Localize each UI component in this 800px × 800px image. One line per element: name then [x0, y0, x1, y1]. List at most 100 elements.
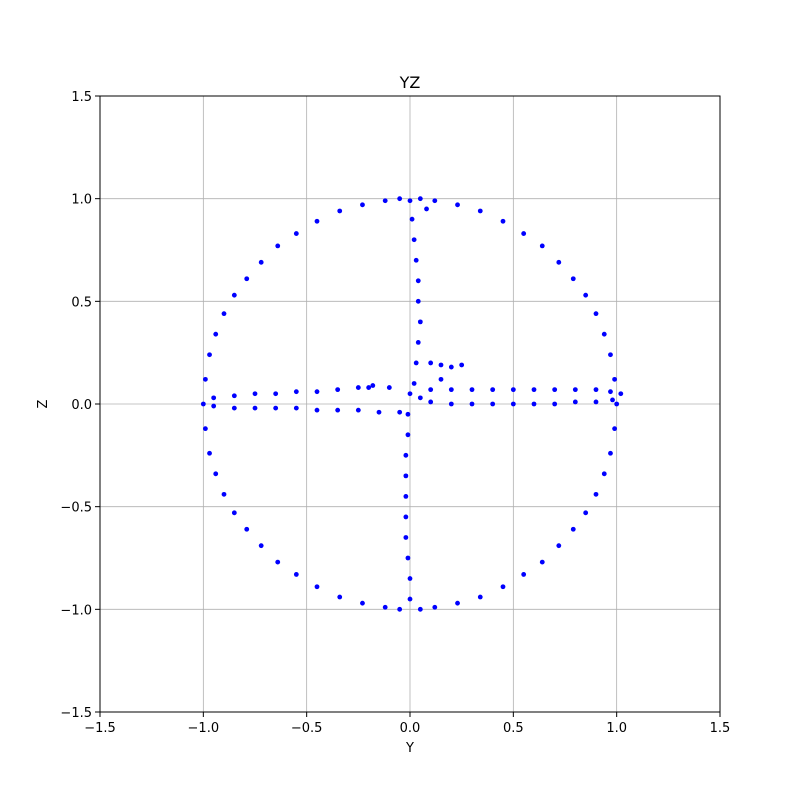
data-point — [608, 450, 613, 456]
data-point — [403, 535, 409, 540]
data-point — [438, 362, 444, 368]
data-point — [200, 401, 206, 407]
chart-title: YZ — [399, 73, 421, 92]
data-point — [244, 276, 250, 282]
x-tick-label: 1.5 — [710, 721, 731, 736]
data-point — [448, 401, 454, 407]
data-point — [244, 526, 250, 532]
data-point — [438, 376, 444, 382]
data-point — [407, 576, 413, 581]
data-point — [403, 473, 409, 479]
data-point — [231, 292, 237, 298]
data-point — [432, 198, 438, 204]
data-point — [258, 259, 264, 265]
data-point — [477, 208, 483, 214]
data-point — [293, 572, 299, 577]
data-point — [337, 208, 343, 214]
data-point — [376, 409, 382, 415]
data-point — [415, 340, 421, 345]
data-point — [500, 218, 506, 224]
data-point — [415, 298, 421, 304]
data-point — [510, 401, 516, 407]
data-point — [360, 600, 365, 606]
data-point — [417, 319, 423, 325]
data-point — [432, 604, 438, 610]
data-point — [355, 407, 361, 413]
data-point — [207, 352, 212, 358]
data-point — [610, 397, 615, 403]
data-point — [252, 405, 258, 411]
data-point — [572, 387, 578, 393]
data-point — [415, 278, 421, 284]
data-point — [213, 331, 219, 337]
y-tick-label: 1.0 — [71, 193, 92, 208]
data-point — [448, 364, 454, 370]
data-point — [273, 405, 279, 411]
data-point — [314, 584, 320, 590]
y-tick-label: 0.5 — [71, 295, 92, 310]
data-point — [386, 385, 392, 390]
data-point — [370, 383, 376, 388]
data-point — [531, 401, 537, 407]
data-point — [500, 584, 506, 590]
data-point — [570, 526, 576, 532]
data-point — [428, 387, 434, 393]
data-point — [612, 376, 617, 382]
data-point — [521, 231, 527, 236]
data-point — [583, 292, 589, 298]
data-point — [556, 543, 562, 549]
y-axis-label: Z — [36, 399, 51, 408]
y-tick-label: 1.5 — [71, 90, 92, 105]
data-point — [337, 594, 343, 600]
data-points — [200, 196, 624, 612]
data-point — [539, 243, 545, 249]
data-point — [424, 206, 429, 212]
x-tick-label: 0.5 — [503, 721, 524, 736]
data-point — [477, 594, 483, 600]
data-point — [428, 360, 434, 366]
data-point — [366, 385, 372, 390]
y-tick-label: −0.5 — [60, 501, 92, 516]
data-point — [448, 387, 454, 393]
data-point — [521, 572, 527, 577]
data-point — [231, 405, 237, 411]
data-point — [382, 604, 388, 610]
data-point — [213, 471, 219, 477]
data-point — [417, 395, 423, 401]
data-point — [490, 401, 496, 407]
data-point — [593, 491, 599, 497]
x-tick-label: −1.0 — [188, 721, 220, 736]
data-point — [355, 385, 361, 390]
data-point — [207, 450, 212, 456]
y-tick-label: 0.0 — [71, 398, 92, 413]
data-point — [273, 391, 279, 397]
data-point — [608, 352, 613, 358]
data-point — [608, 389, 613, 395]
data-point — [397, 409, 403, 415]
data-point — [417, 606, 423, 612]
data-point — [403, 494, 409, 499]
data-point — [601, 331, 607, 337]
data-point — [601, 471, 607, 477]
data-point — [469, 387, 475, 393]
data-point — [275, 243, 281, 249]
data-point — [407, 391, 413, 397]
data-point — [403, 452, 409, 458]
data-point — [570, 276, 576, 282]
data-point — [252, 391, 258, 397]
data-point — [552, 387, 558, 393]
data-point — [293, 405, 299, 411]
data-point — [407, 198, 413, 204]
data-point — [231, 393, 237, 399]
data-point — [403, 514, 409, 520]
data-point — [258, 543, 264, 549]
data-point — [397, 606, 403, 612]
data-point — [428, 399, 434, 405]
data-point — [455, 600, 460, 606]
x-tick-label: −0.5 — [291, 721, 323, 736]
data-point — [203, 426, 208, 432]
data-point — [552, 401, 558, 407]
data-point — [335, 387, 341, 393]
data-point — [539, 559, 545, 565]
